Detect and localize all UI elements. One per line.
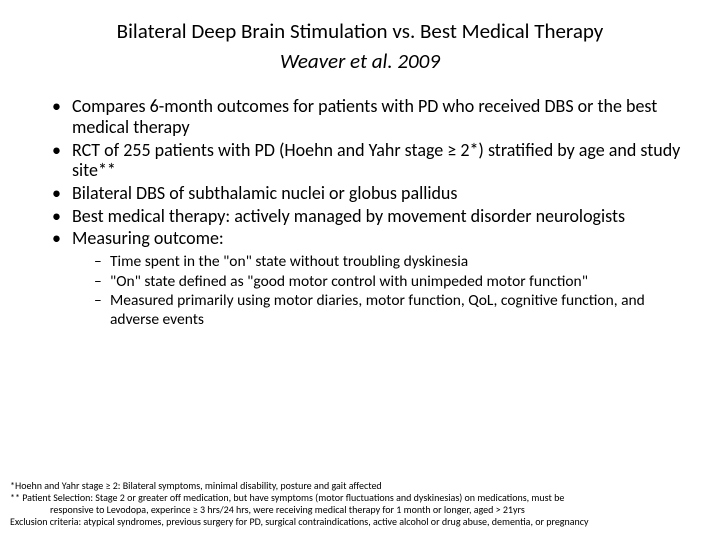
bullet-item: Compares 6-month outcomes for patients w… [58, 96, 690, 137]
sub-bullet-item: Measured primarily using motor diaries, … [96, 292, 690, 329]
bullet-item: RCT of 255 patients with PD (Hoehn and Y… [58, 140, 690, 181]
bullet-text: Measuring outcome: [72, 227, 224, 249]
sub-bullet-item: Time spent in the "on" state without tro… [96, 253, 690, 272]
bullet-item: Best medical therapy: actively managed b… [58, 206, 690, 227]
footnote-line: Exclusion criteria: atypical syndromes, … [10, 516, 710, 528]
footnotes-block: *Hoehn and Yahr stage ≥ 2: Bilateral sym… [10, 480, 710, 528]
slide-title: Bilateral Deep Brain Stimulation vs. Bes… [30, 18, 690, 44]
main-bullet-list: Compares 6-month outcomes for patients w… [30, 96, 690, 329]
slide-subtitle: Weaver et al. 2009 [30, 48, 690, 74]
sub-bullet-item: "On" state defined as "good motor contro… [96, 273, 690, 292]
bullet-item: Bilateral DBS of subthalamic nuclei or g… [58, 183, 690, 204]
bullet-item: Measuring outcome: Time spent in the "on… [58, 228, 690, 329]
sub-bullet-list: Time spent in the "on" state without tro… [72, 253, 690, 329]
